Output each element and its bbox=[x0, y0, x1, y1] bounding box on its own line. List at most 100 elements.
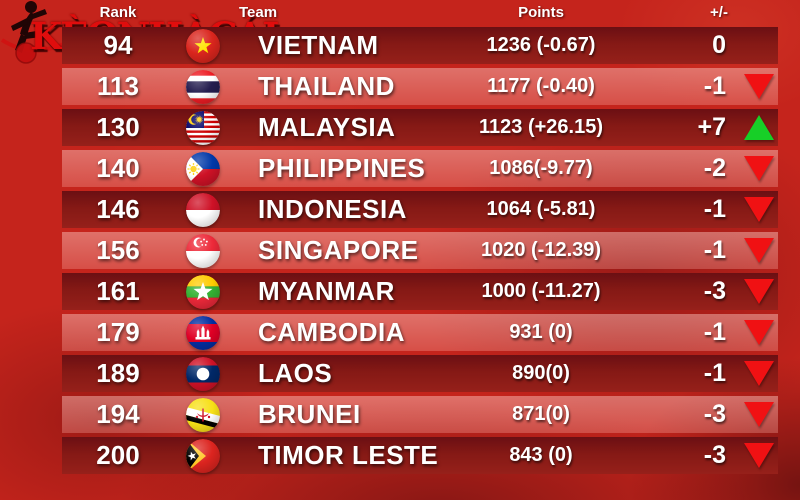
team-name: PHILIPPINES bbox=[258, 153, 426, 183]
trend-down-icon bbox=[744, 279, 774, 304]
rank-cell: 179 bbox=[96, 317, 140, 347]
flag-myanmar-icon bbox=[186, 274, 220, 309]
rank-cell: 94 bbox=[103, 30, 133, 60]
flag-cell bbox=[174, 438, 232, 473]
points-cell: 890(0) bbox=[512, 362, 570, 384]
flag-singapore-icon bbox=[186, 233, 220, 268]
team-name: MYANMAR bbox=[258, 276, 395, 306]
flag-cell bbox=[174, 315, 232, 350]
rank-cell: 200 bbox=[96, 440, 140, 470]
table-row: 200 TIMOR LESTE 843 (0) -3 bbox=[62, 437, 778, 474]
trend-down-icon bbox=[744, 402, 774, 427]
trend-cell bbox=[740, 74, 778, 99]
table-row: 140 PHILIPPINES 1086(-9.77) -2 bbox=[62, 150, 778, 187]
change-cell: 0 bbox=[712, 31, 726, 59]
rank-cell: 130 bbox=[96, 112, 140, 142]
trend-cell bbox=[740, 443, 778, 468]
rank-cell: 161 bbox=[96, 276, 140, 306]
rank-cell: 156 bbox=[96, 235, 140, 265]
trend-down-icon bbox=[744, 361, 774, 386]
table-row: 113 THAILAND 1177 (-0.40) -1 bbox=[62, 68, 778, 105]
trend-cell bbox=[740, 238, 778, 263]
team-name: THAILAND bbox=[258, 71, 395, 101]
trend-cell bbox=[740, 361, 778, 386]
change-cell: -1 bbox=[703, 359, 726, 387]
flag-cell bbox=[174, 274, 232, 309]
points-cell: 1020 (-12.39) bbox=[480, 239, 602, 261]
rank-cell: 113 bbox=[97, 71, 139, 101]
flag-philippines-icon bbox=[186, 151, 220, 186]
change-cell: -3 bbox=[703, 400, 726, 428]
table-row: 94 VIETNAM 1236 (-0.67) 0 bbox=[62, 27, 778, 64]
trend-cell bbox=[740, 279, 778, 304]
ranking-table: 94 VIETNAM 1236 (-0.67) 0 113 THAILAND 1… bbox=[62, 27, 778, 474]
team-name: TIMOR LESTE bbox=[258, 440, 439, 470]
points-cell: 1123 (+26.15) bbox=[479, 116, 603, 138]
column-header-change: +/- bbox=[710, 4, 728, 21]
trend-down-icon bbox=[744, 156, 774, 181]
flag-cell bbox=[174, 397, 232, 432]
flag-cell bbox=[174, 151, 232, 186]
flag-cell bbox=[174, 192, 232, 227]
table-row: 130 MALAYSIA 1123 (+26.15) +7 bbox=[62, 109, 778, 146]
team-name: SINGAPORE bbox=[258, 235, 419, 265]
change-cell: -1 bbox=[703, 195, 726, 223]
table-row: 146 INDONESIA 1064 (-5.81) -1 bbox=[62, 191, 778, 228]
flag-brunei-icon bbox=[186, 397, 220, 432]
flag-cell bbox=[174, 233, 232, 268]
trend-down-icon bbox=[744, 238, 774, 263]
trend-cell bbox=[740, 402, 778, 427]
change-cell: -2 bbox=[703, 154, 726, 182]
points-cell: 871(0) bbox=[512, 403, 570, 425]
change-cell: -1 bbox=[703, 72, 726, 100]
flag-indonesia-icon bbox=[186, 192, 220, 227]
trend-cell bbox=[740, 115, 778, 140]
column-header-team: Team bbox=[238, 4, 278, 21]
flag-timor-leste-icon bbox=[186, 438, 220, 473]
rank-cell: 140 bbox=[96, 153, 140, 183]
rank-cell: 194 bbox=[96, 399, 140, 429]
flag-cell bbox=[174, 69, 232, 104]
flag-malaysia-icon bbox=[186, 110, 220, 145]
trend-down-icon bbox=[744, 320, 774, 345]
change-cell: -3 bbox=[703, 277, 726, 305]
flag-cell bbox=[174, 28, 232, 63]
points-cell: 1000 (-11.27) bbox=[481, 280, 601, 302]
table-row: 189 LAOS 890(0) -1 bbox=[62, 355, 778, 392]
points-cell: 1064 (-5.81) bbox=[486, 198, 596, 220]
points-cell: 931 (0) bbox=[509, 321, 573, 343]
team-name: MALAYSIA bbox=[258, 112, 396, 142]
table-row: 156 SINGAPORE 1020 (-12.39) -1 bbox=[62, 232, 778, 269]
trend-cell bbox=[740, 156, 778, 181]
table-row: 161 MYANMAR 1000 (-11.27) -3 bbox=[62, 273, 778, 310]
table-row: 179 CAMBODIA 931 (0) -1 bbox=[62, 314, 778, 351]
points-cell: 1086(-9.77) bbox=[489, 157, 593, 179]
trend-cell bbox=[740, 320, 778, 345]
flag-thailand-icon bbox=[186, 69, 220, 104]
flag-cell bbox=[174, 110, 232, 145]
team-name: BRUNEI bbox=[258, 399, 361, 429]
trend-down-icon bbox=[744, 74, 774, 99]
column-header-points: Points bbox=[518, 4, 564, 21]
rank-cell: 189 bbox=[96, 358, 140, 388]
flag-vietnam-icon bbox=[186, 28, 220, 63]
flag-cambodia-icon bbox=[186, 315, 220, 350]
team-name: INDONESIA bbox=[258, 194, 407, 224]
trend-down-icon bbox=[744, 197, 774, 222]
change-cell: -1 bbox=[703, 236, 726, 264]
flag-cell bbox=[174, 356, 232, 391]
flag-laos-icon bbox=[186, 356, 220, 391]
points-cell: 843 (0) bbox=[509, 444, 573, 466]
change-cell: +7 bbox=[697, 113, 726, 141]
team-name: CAMBODIA bbox=[258, 317, 405, 347]
column-header-rank: Rank bbox=[99, 4, 137, 21]
trend-up-icon bbox=[744, 115, 774, 140]
team-name: LAOS bbox=[258, 358, 333, 388]
trend-down-icon bbox=[744, 443, 774, 468]
points-cell: 1236 (-0.67) bbox=[486, 34, 596, 56]
change-cell: -1 bbox=[703, 318, 726, 346]
rank-cell: 146 bbox=[96, 194, 140, 224]
points-cell: 1177 (-0.40) bbox=[487, 75, 595, 97]
change-cell: -3 bbox=[703, 441, 726, 469]
